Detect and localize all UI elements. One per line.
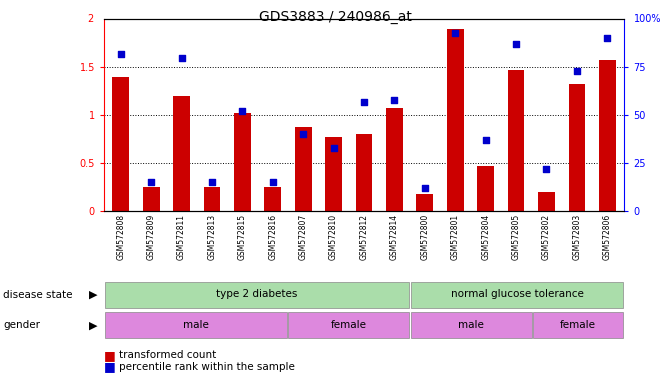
Point <box>146 179 156 185</box>
Text: GDS3883 / 240986_at: GDS3883 / 240986_at <box>259 10 412 23</box>
Point <box>419 185 430 191</box>
Point <box>115 51 126 57</box>
Text: female: female <box>331 320 367 330</box>
Bar <box>411 313 531 338</box>
Bar <box>356 134 372 211</box>
Point <box>268 179 278 185</box>
Bar <box>568 84 585 211</box>
Bar <box>599 61 616 211</box>
Text: female: female <box>560 320 596 330</box>
Point <box>176 55 187 61</box>
Bar <box>234 113 251 211</box>
Bar <box>203 187 220 211</box>
Bar <box>386 109 403 211</box>
Bar <box>533 313 623 338</box>
Text: ■: ■ <box>104 349 116 362</box>
Text: 100%: 100% <box>635 14 662 24</box>
Text: ▶: ▶ <box>89 320 97 331</box>
Bar <box>417 194 433 211</box>
Text: normal glucose tolerance: normal glucose tolerance <box>450 289 583 299</box>
Bar <box>105 313 287 338</box>
Text: type 2 diabetes: type 2 diabetes <box>216 289 298 299</box>
Bar <box>105 282 409 308</box>
Text: ■: ■ <box>104 360 116 373</box>
Bar <box>411 282 623 308</box>
Bar <box>538 192 555 211</box>
Text: percentile rank within the sample: percentile rank within the sample <box>119 362 295 372</box>
Bar <box>477 166 494 211</box>
Bar <box>173 96 190 211</box>
Text: male: male <box>183 320 209 330</box>
Bar <box>112 77 129 211</box>
Point <box>359 99 370 105</box>
Text: transformed count: transformed count <box>119 350 216 360</box>
Text: gender: gender <box>3 320 40 331</box>
Bar <box>288 313 409 338</box>
Bar <box>264 187 281 211</box>
Bar <box>295 127 311 211</box>
Point <box>572 68 582 74</box>
Point <box>511 41 521 47</box>
Point <box>389 97 400 103</box>
Text: 2: 2 <box>87 14 93 24</box>
Text: disease state: disease state <box>3 290 73 300</box>
Bar <box>143 187 160 211</box>
Point <box>602 35 613 41</box>
Bar <box>325 137 342 211</box>
Point <box>298 131 309 137</box>
Point <box>207 179 217 185</box>
Text: ▶: ▶ <box>89 290 97 300</box>
Point <box>480 137 491 143</box>
Point <box>541 166 552 172</box>
Bar <box>447 29 464 211</box>
Point <box>237 108 248 114</box>
Point <box>450 30 460 36</box>
Point <box>328 145 339 151</box>
Bar <box>508 70 525 211</box>
Text: male: male <box>458 320 484 330</box>
